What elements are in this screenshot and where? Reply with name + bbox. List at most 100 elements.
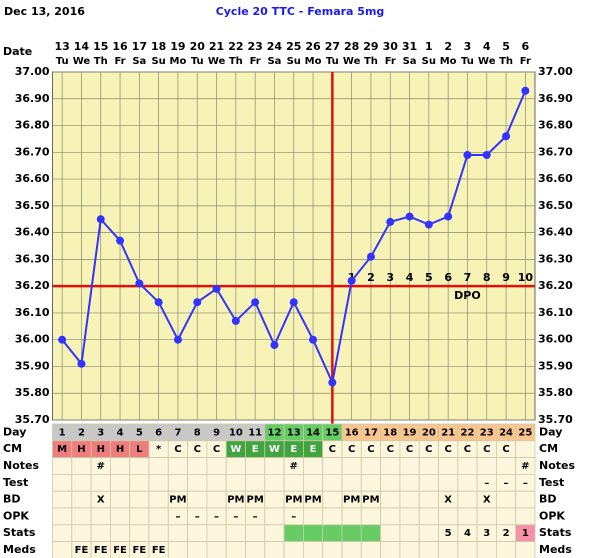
cell-text: C <box>425 444 432 455</box>
cell-text: PM <box>169 495 186 506</box>
table-cell <box>148 457 169 475</box>
table-cell <box>418 507 439 526</box>
weekday-label: Sa <box>267 56 281 67</box>
table-cell <box>90 473 111 492</box>
table-cell <box>283 541 304 558</box>
table-cell <box>418 490 439 509</box>
table-cell <box>380 490 401 509</box>
table-cell <box>187 473 208 492</box>
table-cell <box>360 457 381 475</box>
table-cell <box>399 457 420 475</box>
y-tick-label: 36.30 <box>15 252 50 265</box>
date-label: 2 <box>444 40 452 53</box>
weekday-label: Tu <box>191 56 204 67</box>
y-tick-label-right: 37.00 <box>538 65 573 78</box>
cell-text: 6 <box>155 427 162 438</box>
table-cell <box>380 507 401 526</box>
y-tick-label-right: 36.70 <box>538 145 573 158</box>
temperature-point <box>270 341 279 350</box>
dpo-label: 7 <box>464 271 472 284</box>
cell-text: 4 <box>464 528 471 539</box>
y-tick-label: 36.00 <box>15 333 50 346</box>
table-cell <box>438 473 459 492</box>
table-cell <box>399 473 420 492</box>
table-cell <box>167 457 189 475</box>
table-cell <box>302 457 324 475</box>
table-cell <box>129 524 150 542</box>
date-label: 31 <box>402 40 417 53</box>
cell-text: 20 <box>422 427 436 438</box>
cell-text: 23 <box>480 427 494 438</box>
weekday-label: Tu <box>461 56 474 67</box>
y-tick-label: 36.20 <box>15 279 50 292</box>
table-cell <box>52 473 73 492</box>
temperature-point <box>366 252 375 261</box>
cell-text: X <box>483 495 491 506</box>
date-label: 13 <box>54 40 69 53</box>
table-cell <box>360 507 381 526</box>
temperature-point <box>309 335 318 344</box>
table-cell <box>264 541 285 558</box>
cell-text: 5 <box>136 427 143 438</box>
table-cell <box>418 473 439 492</box>
table-cell <box>225 524 246 542</box>
dpo-label: 8 <box>483 271 491 284</box>
table-cell <box>302 473 324 492</box>
table-cell <box>52 490 73 509</box>
table-cell <box>515 541 536 558</box>
dpo-label: 5 <box>425 271 433 284</box>
table-cell <box>380 524 401 542</box>
date-label: 22 <box>228 40 243 53</box>
cell-text: # <box>97 461 105 472</box>
temperature-point <box>193 298 202 307</box>
table-cell <box>438 541 459 558</box>
table-cell <box>341 473 362 492</box>
cell-text: H <box>116 444 124 455</box>
chart-date: Dec 13, 2016 <box>4 5 85 18</box>
table-cell <box>322 473 343 492</box>
weekday-label: Th <box>364 56 378 67</box>
cell-text: X <box>97 495 105 506</box>
table-cell <box>148 473 169 492</box>
table-cell <box>495 490 517 509</box>
y-tick-label-right: 36.80 <box>538 119 573 132</box>
table-cell <box>167 473 189 492</box>
y-tick-label-right: 36.50 <box>538 199 573 212</box>
y-tick-label-right: 35.80 <box>538 386 573 399</box>
table-cell <box>264 490 285 509</box>
dpo-title: DPO <box>454 289 481 302</box>
cell-text: – <box>195 511 200 522</box>
table-cell <box>457 490 478 509</box>
y-tick-label: 36.60 <box>15 172 50 185</box>
table-cell <box>515 490 536 509</box>
cell-text: PM <box>247 495 264 506</box>
cell-text: C <box>483 444 490 455</box>
date-label: 18 <box>151 40 166 53</box>
table-cell <box>167 541 189 558</box>
cell-text: C <box>464 444 471 455</box>
cell-text: FE <box>152 545 166 556</box>
table-cell <box>225 473 246 492</box>
cell-text: 4 <box>117 427 124 438</box>
temperature-point <box>347 276 356 285</box>
date-label: 20 <box>190 40 206 53</box>
table-cell <box>245 524 266 542</box>
y-tick-label: 35.70 <box>15 413 50 426</box>
table-cell <box>52 524 73 542</box>
table-cell <box>148 524 169 542</box>
cell-text: – <box>291 511 296 522</box>
cell-text: C <box>502 444 509 455</box>
temperature-point <box>463 150 472 159</box>
table-cell <box>476 457 497 475</box>
cell-text: FE <box>94 545 108 556</box>
table-cell <box>457 507 478 526</box>
weekday-label: Tu <box>326 56 339 67</box>
table-cell <box>187 541 208 558</box>
weekday-label: Mo <box>440 56 457 67</box>
temperature-point <box>116 236 125 245</box>
cell-text: C <box>406 444 413 455</box>
cell-text: 9 <box>213 427 220 438</box>
temperature-point <box>444 212 453 221</box>
weekday-label: Fr <box>385 56 396 67</box>
